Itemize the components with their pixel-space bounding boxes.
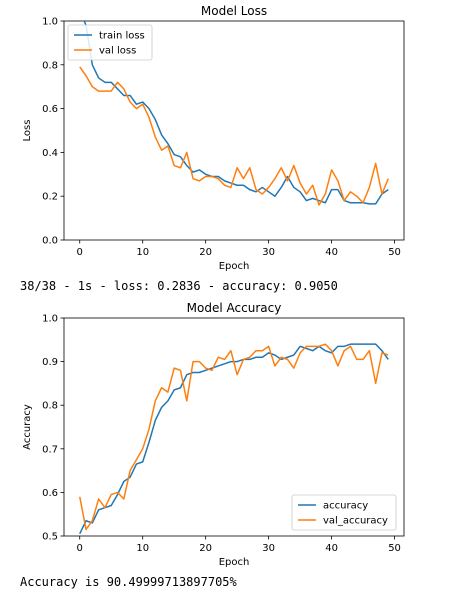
legend-frame: [67, 24, 153, 61]
legend-label: train loss: [99, 31, 145, 42]
x-tick-label: 50: [388, 247, 401, 258]
legend-label: val_accuracy: [323, 516, 388, 527]
x-tick-label: 30: [262, 247, 275, 258]
y-tick-label: 0.7: [42, 444, 58, 455]
series-line-train-loss: [83, 21, 389, 205]
accuracy-chart: Model Accuracy 0 10 20 30 40 50 0.5 0.6 0.7 0.8 0.9…: [22, 301, 405, 568]
loss-chart: Model Loss 0 10 20 30 40 50 0.0 0.2 0.4 0.6 0.8 1.0 E…: [22, 4, 405, 272]
y-tick-label: 0.6: [42, 104, 58, 115]
chart-title: Model Loss: [201, 4, 267, 18]
x-tick-label: 30: [262, 543, 275, 554]
x-tick-label: 40: [325, 247, 338, 258]
legend: accuracy val_accuracy: [291, 494, 397, 531]
plot-frame: [63, 20, 405, 241]
y-tick-label: 0.8: [42, 60, 58, 71]
y-tick-label: 0.9: [42, 357, 58, 368]
x-tick-label: 50: [388, 543, 401, 554]
x-tick-label: 10: [136, 247, 149, 258]
x-tick-label: 0: [77, 543, 83, 554]
y-axis-label: Accuracy: [22, 404, 33, 450]
legend-label: val loss: [99, 46, 136, 57]
x-tick-label: 20: [199, 543, 212, 554]
x-axis-label: Epoch: [219, 557, 250, 568]
plot-frame: [63, 317, 405, 537]
x-tick-label: 20: [199, 247, 212, 258]
y-tick-label: 0.2: [42, 192, 58, 203]
y-tick-label: 0.8: [42, 401, 58, 412]
accuracy-result-output: Accuracy is 90.49999713897705%: [20, 575, 237, 589]
y-tick-label: 1.0: [42, 17, 58, 28]
legend-frame: [291, 494, 397, 531]
y-tick-label: 0.5: [42, 532, 58, 543]
legend-label: accuracy: [323, 501, 368, 512]
y-tick-label: 0.0: [42, 236, 58, 247]
x-tick-label: 40: [325, 543, 338, 554]
series-line-val-loss: [79, 66, 389, 206]
x-axis-label: Epoch: [219, 261, 250, 272]
y-axis-label: Loss: [22, 120, 33, 142]
y-tick-label: 0.6: [42, 488, 58, 499]
series-line-val-accuracy: [79, 343, 389, 531]
x-tick-label: 0: [77, 247, 83, 258]
x-tick-label: 10: [136, 543, 149, 554]
chart-title: Model Accuracy: [187, 301, 282, 315]
evaluation-output: 38/38 - 1s - loss: 0.2836 - accuracy: 0.…: [20, 279, 338, 293]
y-tick-label: 0.4: [42, 148, 58, 159]
legend: train loss val loss: [67, 24, 153, 61]
y-tick-label: 1.0: [42, 314, 58, 325]
